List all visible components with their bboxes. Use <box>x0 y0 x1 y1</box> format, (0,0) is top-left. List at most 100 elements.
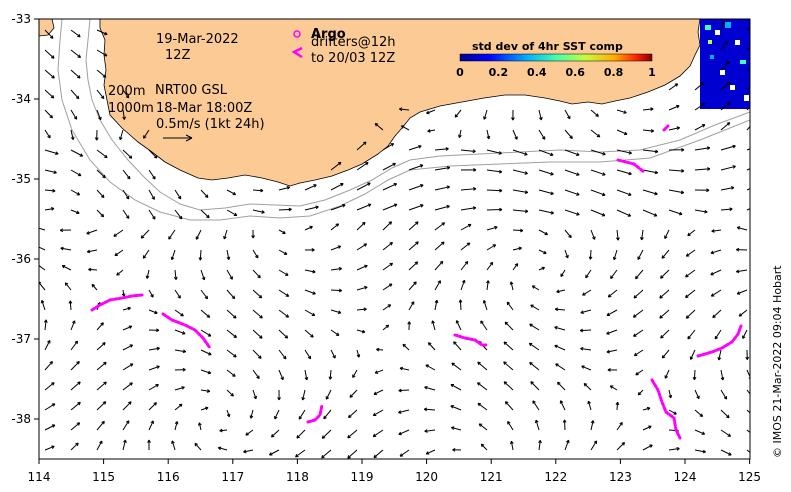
velocity-arrow <box>434 260 444 271</box>
velocity-arrowhead <box>736 226 740 230</box>
velocity-arrowhead <box>311 248 315 251</box>
velocity-arrowhead <box>655 149 659 153</box>
velocity-arrow <box>114 249 124 257</box>
velocity-arrow <box>530 381 540 391</box>
velocity-arrow <box>564 189 580 196</box>
velocity-arrow <box>60 247 72 251</box>
velocity-arrow <box>746 125 750 131</box>
velocity-arrow <box>642 169 658 174</box>
velocity-arrow <box>226 329 237 338</box>
velocity-arrowhead <box>729 207 733 210</box>
velocity-arrow <box>44 49 55 59</box>
velocity-arrow <box>373 389 384 395</box>
velocity-arrowhead <box>641 237 644 241</box>
velocity-arrow <box>44 169 57 174</box>
velocity-arrow <box>347 449 358 459</box>
velocity-arrow <box>711 289 722 297</box>
velocity-arrowhead <box>576 152 580 156</box>
velocity-arrowhead <box>445 147 449 150</box>
velocity-arrow <box>583 383 592 391</box>
velocity-arrow <box>512 209 528 212</box>
velocity-arrow <box>226 309 237 319</box>
velocity-arrowhead <box>727 414 730 418</box>
velocity-arrowhead <box>437 280 441 283</box>
velocity-arrow <box>330 309 342 314</box>
velocity-arrowhead <box>504 401 507 405</box>
x-tick-label: 119 <box>351 470 374 484</box>
velocity-arrowhead <box>602 172 606 176</box>
velocity-arrow <box>590 109 599 117</box>
velocity-arrowhead <box>628 171 632 175</box>
velocity-arrow <box>454 109 462 118</box>
velocity-arrowhead <box>602 151 606 155</box>
velocity-arrow <box>70 89 80 99</box>
x-tick-label: 116 <box>157 470 180 484</box>
velocity-arrow <box>373 449 384 458</box>
velocity-arrowhead <box>453 341 455 345</box>
velocity-arrowhead <box>171 257 175 261</box>
drifter-track <box>161 312 212 350</box>
velocity-arrow <box>44 403 56 411</box>
velocity-arrowhead <box>753 102 756 103</box>
velocity-arrowhead <box>554 308 558 312</box>
velocity-arrowhead <box>576 172 580 176</box>
velocity-arrow <box>616 422 623 431</box>
velocity-arrow <box>41 300 46 311</box>
velocity-arrow <box>399 367 410 371</box>
date-line1: 19-Mar-2022 <box>156 32 239 47</box>
velocity-arrow <box>119 129 124 140</box>
velocity-arrow <box>642 407 651 411</box>
velocity-arrow <box>122 209 130 219</box>
velocity-arrowhead <box>124 116 126 120</box>
velocity-arrowhead <box>233 295 236 299</box>
velocity-arrow <box>426 109 436 114</box>
velocity-arrowhead <box>399 367 403 371</box>
velocity-arrow <box>590 169 606 176</box>
velocity-arrow <box>714 329 722 340</box>
velocity-arrow <box>44 340 51 351</box>
velocity-arrowhead <box>72 136 75 140</box>
velocity-arrow <box>408 301 415 311</box>
velocity-arrowhead <box>102 213 105 217</box>
velocity-arrow <box>555 308 566 311</box>
velocity-arrow <box>122 149 133 159</box>
velocity-arrow <box>737 289 748 295</box>
velocity-arrowhead <box>298 417 303 420</box>
velocity-arrowhead <box>208 333 212 337</box>
velocity-arrow <box>348 409 358 418</box>
velocity-arrowhead <box>52 94 55 99</box>
velocity-arrowhead <box>102 95 105 99</box>
velocity-arrowhead <box>580 330 584 333</box>
velocity-arrowhead <box>722 377 725 381</box>
velocity-arrow <box>564 149 580 156</box>
velocity-arrow <box>96 49 108 57</box>
velocity-arrow <box>564 129 573 139</box>
velocity-arrowhead <box>52 75 55 79</box>
velocity-arrowhead <box>758 164 760 166</box>
velocity-arrowhead <box>35 227 37 229</box>
velocity-arrowhead <box>554 326 558 330</box>
product-label: NRT00 GSL <box>155 83 228 98</box>
velocity-arrow <box>174 269 177 280</box>
velocity-arrow <box>668 105 680 111</box>
velocity-arrow <box>685 269 696 278</box>
x-tick-label: 122 <box>544 470 567 484</box>
velocity-arrowhead <box>585 275 589 279</box>
velocity-arrow <box>459 299 462 311</box>
velocity-arrowhead <box>103 361 107 364</box>
velocity-arrowhead <box>629 150 632 154</box>
velocity-arrow <box>633 329 644 337</box>
velocity-arrow <box>538 249 547 254</box>
velocity-arrowhead <box>77 192 81 196</box>
velocity-arrow <box>174 421 178 431</box>
velocity-arrowhead <box>261 210 265 213</box>
velocity-arrow <box>477 361 488 371</box>
velocity-arrow <box>44 149 59 155</box>
velocity-arrow <box>434 186 450 191</box>
velocity-arrowhead <box>51 35 54 39</box>
velocity-arrowhead <box>504 321 507 326</box>
velocity-arrow <box>200 329 212 337</box>
velocity-arrow <box>330 329 340 336</box>
velocity-arrowhead <box>312 312 316 316</box>
velocity-arrow <box>398 409 410 414</box>
